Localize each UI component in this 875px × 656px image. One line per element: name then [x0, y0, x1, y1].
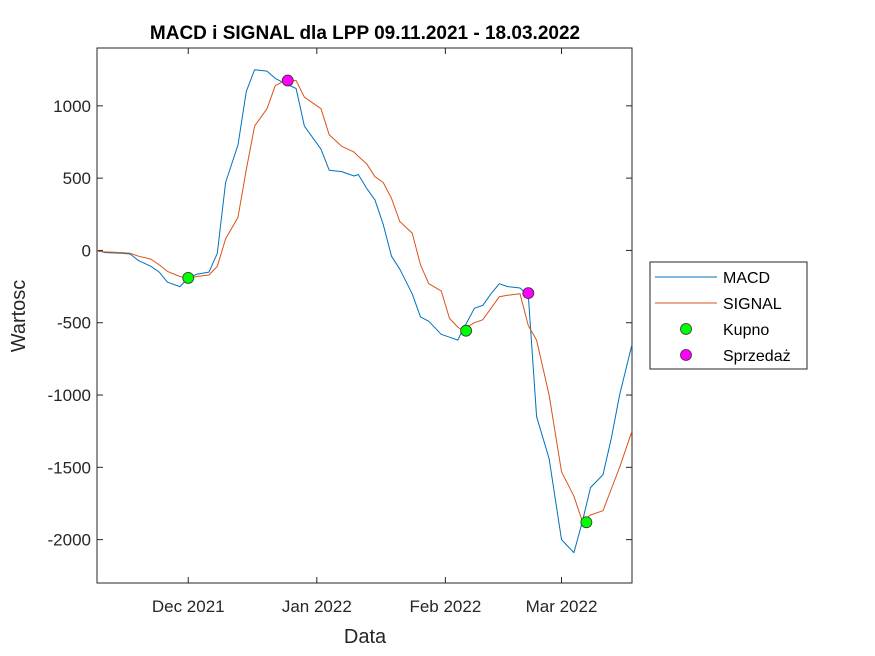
y-axis-label: Wartosc: [8, 280, 30, 353]
marker-sprzedaz: [522, 287, 535, 299]
y-tick-label: -1000: [48, 386, 91, 405]
x-tick-label: Dec 2021: [152, 597, 225, 616]
y-tick-label: -500: [57, 314, 91, 333]
marker-sprzedaz: [281, 74, 294, 87]
legend-box: [649, 261, 808, 370]
y-tick-label: 500: [63, 169, 91, 188]
legend-label: Kupno: [723, 322, 769, 339]
legend: MACD SIGNAL Kupno Sprzedaż: [649, 261, 808, 370]
y-tick-label: -2000: [48, 531, 91, 550]
legend-marker-sprzedaz: [680, 349, 692, 361]
x-tick-label: Mar 2022: [526, 597, 598, 616]
x-tick-label: Feb 2022: [409, 597, 481, 616]
y-tick-label: -1500: [48, 458, 91, 477]
plot-area: [96, 47, 633, 584]
legend-label: SIGNAL: [723, 296, 782, 313]
legend-marker-kupno: [680, 323, 692, 335]
x-tick-label: Jan 2022: [282, 597, 352, 616]
x-axis-label: Data: [344, 626, 387, 648]
marker-kupno: [182, 272, 195, 284]
marker-kupno: [460, 324, 473, 337]
y-axis: -2000 -1500 -1000 -500 0 500 1000: [48, 97, 632, 550]
legend-label: Sprzedaż: [723, 348, 791, 365]
legend-label: MACD: [723, 270, 770, 287]
y-tick-label: 1000: [53, 97, 91, 116]
marker-layer: [182, 74, 593, 529]
chart-title: MACD i SIGNAL dla LPP 09.11.2021 - 18.03…: [150, 23, 580, 44]
marker-kupno: [580, 516, 593, 529]
x-axis: Dec 2021 Jan 2022 Feb 2022 Mar 2022: [152, 48, 598, 616]
y-tick-label: 0: [82, 241, 91, 260]
